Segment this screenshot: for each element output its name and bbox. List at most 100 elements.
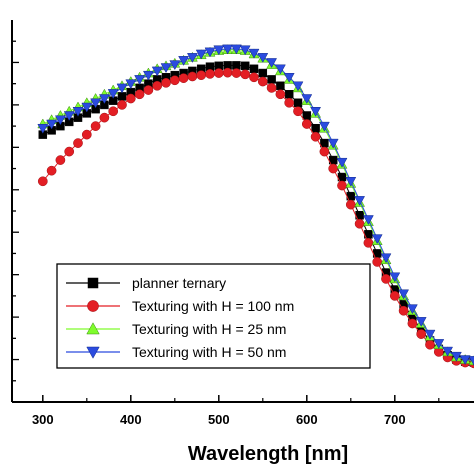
legend: planner ternary Texturing with H = 100 nm…: [56, 263, 371, 369]
data-point: [240, 69, 251, 80]
data-point: [468, 356, 474, 366]
x-tick-label: 400: [120, 412, 142, 427]
data-point: [319, 146, 330, 157]
data-point: [450, 351, 462, 362]
data-point: [90, 121, 101, 131]
data-point: [354, 218, 365, 229]
data-point: [257, 76, 268, 87]
data-point: [213, 68, 224, 78]
data-point: [371, 234, 383, 245]
data-point: [276, 81, 285, 91]
data-point: [337, 180, 347, 191]
data-point: [459, 355, 471, 366]
data-point: [81, 102, 93, 113]
data-point: [275, 89, 286, 100]
data-point: [161, 77, 171, 88]
data-point: [55, 155, 66, 165]
data-point: [389, 291, 400, 301]
data-point: [398, 305, 409, 316]
axes: 300 400 500 600 700: [11, 20, 474, 427]
legend-label: Texturing with H = 100 nm: [132, 298, 294, 314]
data-point: [266, 58, 278, 68]
data-point: [46, 119, 58, 130]
data-point: [424, 329, 436, 340]
legend-label: Texturing with H = 50 nm: [132, 344, 286, 360]
data-point: [398, 289, 410, 300]
data-point: [142, 70, 154, 81]
data-point: [380, 253, 392, 264]
data-point: [310, 107, 322, 117]
data-point: [107, 89, 119, 99]
data-point: [151, 66, 163, 77]
x-tick-label: 500: [208, 412, 230, 427]
data-point: [222, 67, 233, 78]
data-point: [117, 100, 127, 110]
data-point: [345, 177, 357, 187]
data-point: [284, 97, 295, 108]
data-point: [362, 215, 374, 226]
data-point: [108, 106, 119, 117]
data-point: [301, 119, 312, 129]
data-point: [116, 83, 128, 94]
data-point: [73, 138, 83, 148]
data-point: [196, 70, 207, 81]
data-point: [90, 98, 102, 109]
data-point: [336, 157, 348, 168]
x-axis-title: Wavelength [nm]: [188, 443, 348, 465]
data-point: [205, 69, 215, 79]
data-point: [143, 85, 154, 95]
data-point: [293, 106, 303, 117]
data-point: [37, 123, 49, 134]
data-point: [239, 45, 251, 56]
data-point: [187, 71, 198, 82]
data-point: [267, 75, 276, 84]
data-point: [72, 107, 84, 117]
data-point: [178, 73, 189, 83]
data-point: [195, 49, 207, 60]
data-point: [98, 94, 110, 105]
data-point: [87, 300, 99, 312]
data-point: [240, 61, 250, 71]
data-point: [204, 47, 216, 58]
data-point: [249, 72, 259, 83]
data-point: [266, 83, 277, 93]
data-point: [257, 53, 269, 63]
data-point: [63, 111, 75, 122]
data-point: [37, 176, 48, 187]
series-3: [37, 44, 474, 366]
data-point: [230, 44, 242, 55]
data-point: [99, 112, 110, 123]
data-point: [249, 64, 259, 74]
data-point: [169, 60, 181, 71]
legend-box: [56, 263, 371, 369]
data-point: [425, 339, 435, 350]
data-point: [406, 304, 418, 315]
data-point: [248, 48, 260, 59]
data-point: [274, 64, 286, 75]
x-tick-label: 700: [384, 412, 406, 427]
data-point: [213, 45, 225, 56]
data-point: [54, 115, 66, 126]
data-point: [186, 53, 198, 63]
x-tick-label: 300: [32, 412, 54, 427]
data-point: [178, 56, 190, 66]
data-point: [222, 44, 234, 55]
data-point: [64, 146, 75, 157]
data-point: [415, 317, 427, 327]
data-point: [301, 94, 313, 105]
data-point: [328, 163, 339, 174]
data-point: [293, 98, 303, 108]
data-point: [152, 80, 163, 91]
data-point: [231, 68, 242, 78]
data-point: [86, 322, 100, 335]
data-point: [389, 272, 401, 283]
data-point: [160, 63, 172, 74]
data-point: [311, 123, 320, 133]
data-point: [381, 274, 391, 284]
data-point: [125, 79, 137, 90]
data-point: [433, 339, 445, 349]
data-point: [81, 129, 92, 140]
data-point: [87, 277, 99, 289]
data-point: [354, 196, 366, 206]
